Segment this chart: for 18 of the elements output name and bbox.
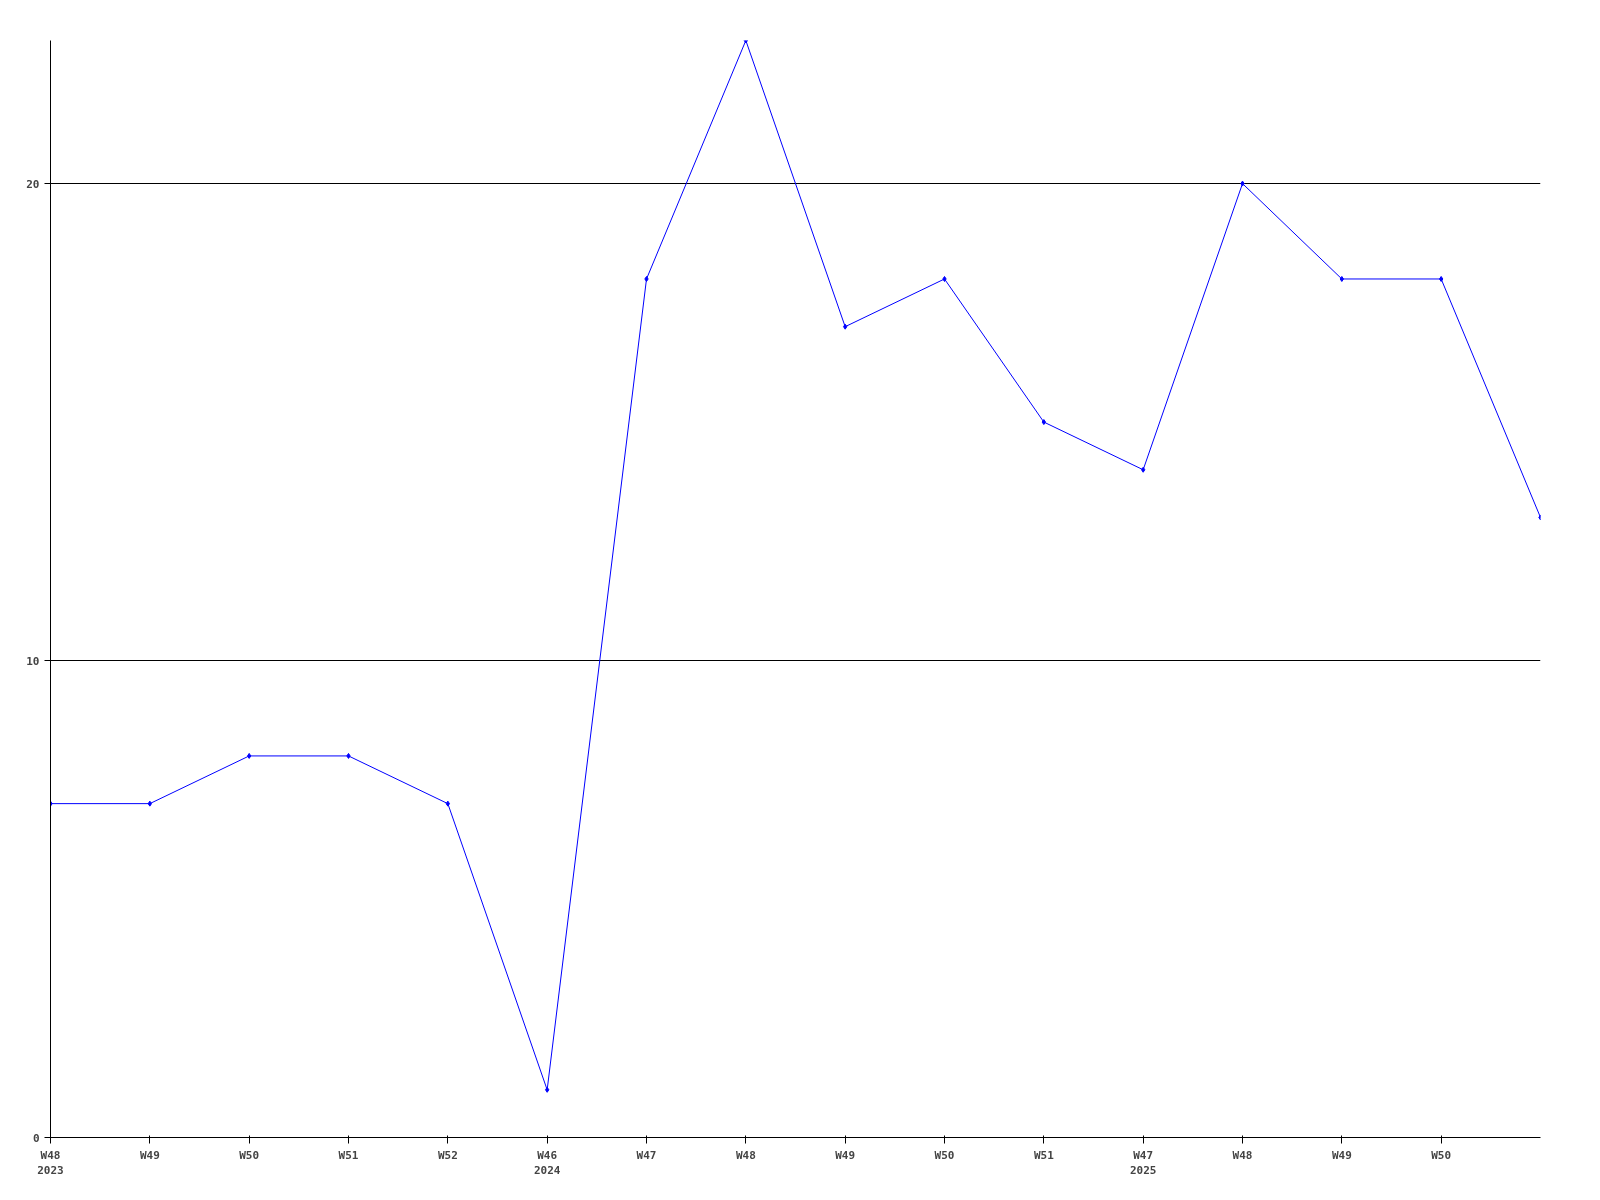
x-tick-label: W47 xyxy=(636,1148,657,1162)
x-tick-label: W52 xyxy=(437,1148,458,1162)
x-tick-label: W46 2024 xyxy=(533,1148,561,1178)
y-tick-label: 0 xyxy=(32,1131,40,1145)
x-tick-label: W50 xyxy=(1431,1148,1452,1162)
x-tick-label: W50 xyxy=(934,1148,955,1162)
x-tick-label: W48 2023 xyxy=(37,1148,64,1178)
x-tick-label: W51 xyxy=(1033,1148,1055,1162)
x-tick-label: W49 xyxy=(1331,1148,1352,1162)
x-tick-label: W47 2025 xyxy=(1129,1148,1157,1178)
x-tick-label: W50 xyxy=(239,1148,260,1162)
y-tick-label: 10 xyxy=(26,654,40,668)
x-tick-label: W48 xyxy=(1232,1148,1253,1162)
x-tick-label: W49 xyxy=(139,1148,160,1162)
y-tick-label: 20 xyxy=(26,177,40,191)
x-tick-label: W48 xyxy=(735,1148,756,1162)
x-tick-label: W51 xyxy=(338,1148,359,1162)
x-tick-label: W49 xyxy=(835,1148,856,1162)
